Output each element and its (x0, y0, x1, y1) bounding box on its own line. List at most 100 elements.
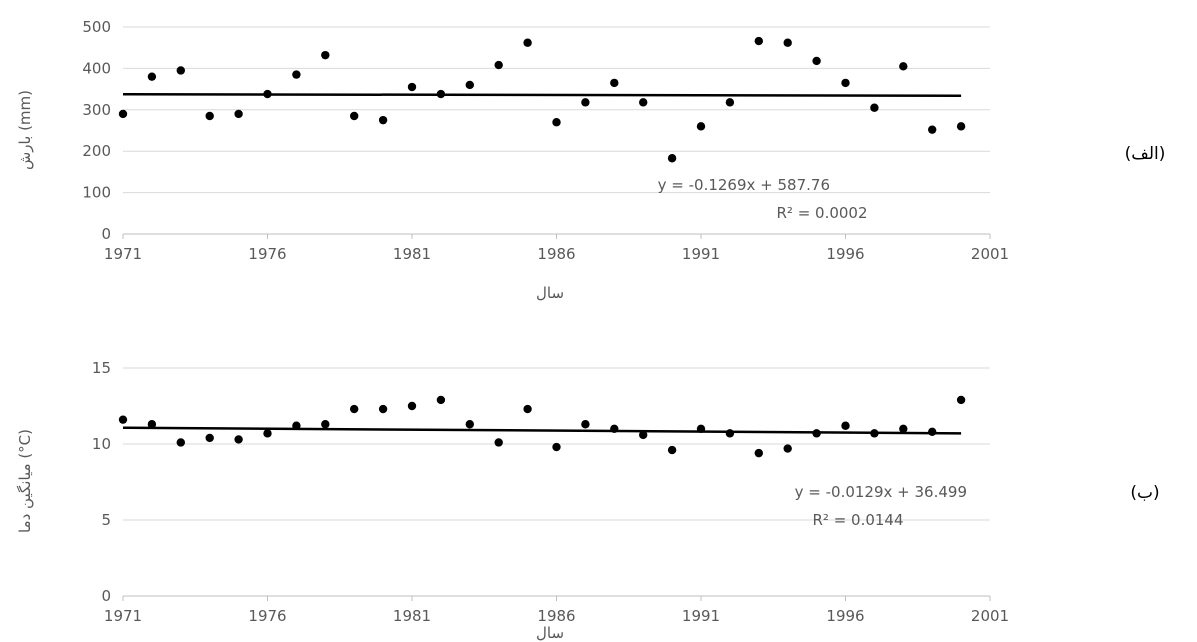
precipitation-data-point (639, 98, 648, 107)
temperature-data-point (234, 435, 243, 444)
precipitation-x-tick-label: 1991 (682, 245, 720, 263)
temperature-data-point (956, 395, 966, 405)
temperature-data-point (205, 433, 214, 443)
precipitation-x-tick-label: 1976 (248, 245, 286, 263)
precipitation-data-point (667, 154, 677, 163)
precipitation-data-point (552, 118, 561, 127)
temperature-y-tick-label: 5 (101, 511, 111, 529)
temperature-data-point (523, 404, 532, 414)
precipitation-y-ticks: 0 100 200 300 400 500 (82, 18, 111, 243)
temperature-data-point (812, 429, 821, 438)
precipitation-y-tick-label: 100 (82, 184, 111, 202)
precipitation-x-tick-label: 1996 (826, 245, 864, 263)
precipitation-chart-svg: 1971 1976 1981 1986 1991 1996 2001 0 100 200 300 4… (16, 18, 1165, 302)
precipitation-data-point (610, 78, 619, 88)
temperature-data-point (841, 421, 850, 430)
precipitation-y-tick-label: 200 (82, 142, 111, 160)
precipitation-data-point (350, 111, 359, 121)
precipitation-data-point (436, 89, 446, 99)
precipitation-y-tick-label: 0 (101, 225, 111, 243)
temperature-x-tick-label: 1971 (104, 607, 142, 625)
temperature-x-ticks: 1971 1976 1981 1986 1991 1996 2001 (104, 596, 1009, 625)
temperature-data-point (754, 448, 763, 458)
temperature-data-point (176, 438, 185, 447)
precipitation-data-point (205, 111, 214, 121)
temperature-data-point (321, 420, 330, 429)
temperature-data-point (118, 415, 128, 424)
panel-label-b: (ب) (1130, 483, 1159, 503)
temperature-data-point (610, 424, 619, 433)
temperature-trendline (122, 426, 962, 435)
precipitation-data-point (928, 125, 937, 134)
precipitation-data-point (956, 122, 966, 131)
temperature-data-point (725, 429, 735, 438)
temperature-y-tick-label: 15 (92, 359, 111, 377)
precipitation-y-tick-label: 500 (82, 18, 111, 36)
precipitation-trend-equation: y = -0.1269x + 587.76 (658, 176, 830, 194)
temperature-data-point (870, 429, 879, 438)
precipitation-trend-r2: R² = 0.0002 (776, 204, 867, 222)
temperature-data-point (696, 424, 706, 433)
precipitation-x-ticks: 1971 1976 1981 1986 1991 1996 2001 (104, 234, 1009, 263)
temperature-x-tick-label: 2001 (971, 607, 1009, 625)
temperature-trendline-group (122, 426, 962, 435)
precipitation-y-axis-title: بارش (mm) (16, 90, 34, 170)
temperature-trend-equation: y = -0.0129x + 36.499 (795, 483, 967, 501)
temperature-points (118, 395, 966, 458)
temperature-data-point (899, 424, 908, 433)
precipitation-x-tick-label: 1971 (104, 245, 142, 263)
precipitation-data-point (523, 38, 532, 47)
temperature-data-point (581, 420, 590, 429)
precipitation-data-point (263, 89, 272, 99)
temperature-data-point (494, 438, 503, 447)
precipitation-data-point (292, 70, 301, 79)
temperature-y-tick-label: 0 (101, 587, 111, 605)
temperature-x-tick-label: 1976 (248, 607, 286, 625)
precipitation-data-point (234, 109, 243, 119)
temperature-data-point (407, 401, 417, 411)
precipitation-x-axis-title: سال (536, 284, 564, 302)
temperature-x-axis-title: سال (536, 624, 564, 642)
temperature-data-point (350, 404, 359, 414)
temperature-data-point (263, 429, 272, 438)
temperature-chart: 1971 1976 1981 1986 1991 1996 2001 0 5 10 15 سال … (0, 350, 1197, 642)
temperature-trend-r2: R² = 0.0144 (812, 511, 903, 529)
precipitation-data-point (899, 62, 908, 71)
precipitation-data-point (147, 72, 157, 81)
precipitation-data-point (494, 60, 503, 70)
precipitation-data-point (407, 82, 417, 92)
temperature-data-point (147, 420, 157, 429)
temperature-x-tick-label: 1986 (537, 607, 575, 625)
temperature-y-ticks: 0 5 10 15 (92, 359, 111, 605)
temperature-data-point (292, 421, 301, 430)
temperature-x-tick-label: 1991 (682, 607, 720, 625)
precipitation-y-tick-label: 300 (82, 101, 111, 119)
temperature-y-axis-title: میانگین دما (°C) (16, 429, 34, 533)
precipitation-data-point (581, 98, 590, 107)
precipitation-data-point (754, 36, 763, 46)
temperature-y-tick-label: 10 (92, 435, 111, 453)
temperature-data-point (378, 404, 388, 414)
temperature-data-point (465, 420, 474, 429)
precipitation-x-tick-label: 1986 (537, 245, 575, 263)
precipitation-y-tick-label: 400 (82, 59, 111, 77)
precipitation-data-point (321, 50, 330, 60)
precipitation-x-tick-label: 2001 (971, 245, 1009, 263)
precipitation-data-point (783, 38, 792, 47)
precipitation-data-point (378, 115, 388, 125)
temperature-data-point (552, 442, 561, 452)
precipitation-points (118, 36, 966, 163)
precipitation-data-point (870, 103, 879, 112)
precipitation-data-point (465, 80, 474, 90)
temperature-x-tick-label: 1981 (393, 607, 431, 625)
temperature-data-point (639, 430, 648, 440)
precipitation-chart: 1971 1976 1981 1986 1991 1996 2001 0 100 200 300 4… (0, 0, 1197, 320)
precipitation-data-point (696, 122, 706, 131)
temperature-data-point (667, 445, 677, 455)
temperature-data-point (928, 427, 937, 437)
precipitation-data-point (725, 98, 735, 107)
precipitation-data-point (812, 56, 821, 66)
temperature-data-point (436, 395, 446, 405)
precipitation-data-point (176, 66, 185, 75)
